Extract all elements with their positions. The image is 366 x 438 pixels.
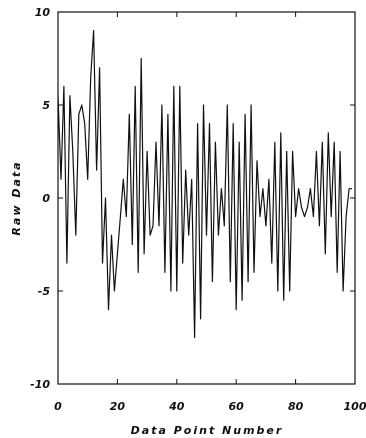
y-tick-label-0: -10	[30, 378, 50, 391]
y-tick-label-3: 5	[42, 99, 50, 112]
y-tick-label-2: 0	[42, 192, 50, 205]
plot-frame	[57, 11, 356, 385]
series-line-0	[57, 30, 352, 339]
x-tick-label-1: 20	[110, 400, 126, 413]
y-tick-label-4: 10	[35, 6, 51, 19]
x-tick-label-0: 0	[54, 400, 62, 413]
x-tick-label-2: 40	[168, 400, 185, 413]
y-tick-labels: -10 -5 0 5 10	[30, 6, 50, 391]
y-axis-title: Raw Data	[10, 160, 23, 235]
series-group	[57, 30, 352, 339]
x-tick-label-5: 100	[344, 400, 366, 413]
axis-ticks	[57, 11, 356, 385]
x-tick-labels: 0 20 40 60 80 100	[54, 400, 366, 413]
x-axis-title: Data Point Number	[131, 424, 284, 437]
x-tick-label-4: 80	[288, 400, 304, 413]
x-tick-label-3: 60	[229, 400, 245, 413]
y-tick-label-1: -5	[38, 285, 51, 298]
